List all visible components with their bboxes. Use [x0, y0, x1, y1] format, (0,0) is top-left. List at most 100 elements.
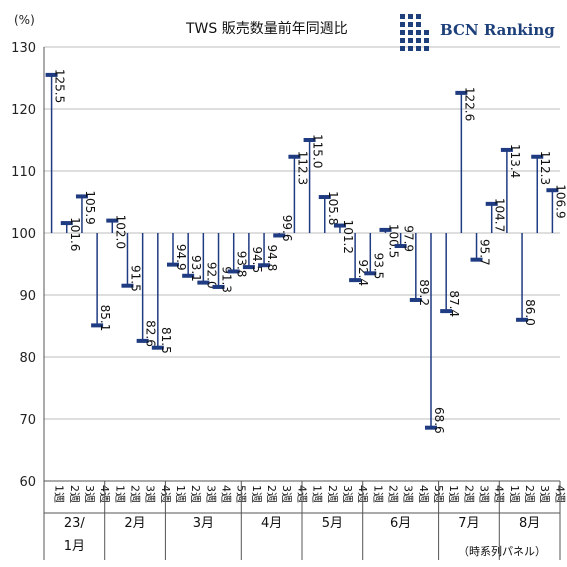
month-label: 7月: [458, 516, 479, 531]
bar-cap: [349, 278, 362, 283]
x-tick-label: 2週: [265, 485, 278, 503]
data-label: 102.0: [113, 215, 127, 249]
data-label: 93.5: [371, 253, 385, 280]
bar-cap: [182, 273, 195, 278]
bar-cap: [288, 154, 301, 159]
month-label: 5月: [322, 516, 343, 531]
x-tick-label: 1週: [53, 485, 66, 503]
x-tick-label: 4週: [417, 485, 430, 503]
bar-cap: [45, 72, 58, 77]
bar-cap: [500, 147, 513, 152]
x-tick-label: 1週: [113, 485, 126, 503]
y-axis-label: (%): [14, 13, 35, 27]
data-label: 86.0: [523, 299, 537, 326]
chart-title: TWS 販売数量前年同週比: [186, 21, 348, 37]
bar-cap: [167, 262, 179, 267]
x-tick-label: 2週: [462, 485, 475, 503]
x-tick-label: 1週: [508, 485, 521, 503]
data-label: 85.1: [98, 305, 112, 332]
bar-cap: [273, 233, 286, 238]
data-label: 93.1: [189, 255, 203, 282]
x-tick-label: 3週: [204, 485, 217, 503]
data-label: 89.2: [417, 279, 431, 306]
data-label: 68.6: [432, 407, 446, 434]
bar-cap: [136, 338, 149, 343]
bar-cap: [425, 425, 437, 430]
bar-cap: [258, 263, 271, 268]
data-label: 93.8: [235, 251, 249, 278]
x-tick-label: 2週: [523, 485, 536, 503]
bar-cap: [75, 194, 88, 199]
x-tick-label: 3週: [341, 485, 354, 503]
bar-cap: [333, 223, 346, 228]
data-label: 112.3: [295, 151, 309, 185]
bar-cap: [516, 317, 529, 322]
x-tick-label: 3週: [83, 485, 96, 503]
x-tick-label: 1週: [447, 485, 460, 503]
y-tick-label: 80: [19, 351, 36, 366]
data-label: 94.5: [250, 246, 264, 273]
x-tick-label: 2週: [386, 485, 399, 503]
bar-cap: [318, 195, 331, 200]
y-tick-label: 70: [19, 413, 36, 428]
x-tick-label: 2週: [326, 485, 339, 503]
data-label: 87.4: [447, 290, 461, 317]
bar-cap: [60, 221, 73, 226]
data-label: 122.6: [462, 87, 476, 121]
data-label: 125.5: [53, 69, 67, 103]
bar-cap: [440, 309, 453, 314]
bar-cap: [455, 90, 468, 95]
y-tick-label: 60: [19, 475, 36, 490]
data-label: 92.0: [204, 262, 218, 289]
x-tick-label: 2週: [68, 485, 81, 503]
bar-cap: [242, 265, 255, 270]
data-label: 106.9: [553, 184, 567, 218]
data-label: 94.8: [265, 245, 279, 272]
x-tick-label: 2週: [128, 485, 141, 503]
data-label: 91.5: [128, 265, 142, 292]
month-label: 6月: [390, 516, 411, 531]
bar-cap: [121, 283, 134, 288]
bar-cap: [151, 345, 164, 350]
panel-note: （時系列パネル）: [458, 545, 546, 558]
bar-cap: [470, 257, 483, 262]
data-label: 94.9: [174, 244, 188, 271]
bar-cap: [379, 227, 392, 232]
x-tick-label: 1週: [311, 485, 324, 503]
data-label: 99.6: [280, 215, 294, 242]
data-label: 105.8: [326, 191, 340, 225]
month-label: 1月: [64, 539, 85, 554]
month-label: 8月: [519, 516, 540, 531]
x-tick-label: 3週: [280, 485, 293, 503]
bar-cap: [106, 218, 119, 223]
data-label: 92.4: [356, 259, 370, 286]
y-tick-label: 90: [19, 289, 36, 304]
bar-cap: [485, 201, 498, 206]
bar-cap: [227, 269, 240, 274]
month-label: 2月: [124, 516, 145, 531]
x-tick-label: 3週: [144, 485, 157, 503]
data-label: 97.9: [402, 225, 416, 252]
logo-text: BCN Ranking: [440, 21, 555, 39]
data-label: 100.5: [386, 224, 400, 258]
data-label: 101.6: [68, 217, 82, 251]
bar-cap: [212, 284, 225, 289]
data-label: 82.6: [144, 320, 158, 347]
x-tick-label: 1週: [250, 485, 263, 503]
data-label: 101.2: [341, 220, 355, 254]
y-tick-label: 100: [11, 227, 36, 242]
bar-cap: [364, 271, 377, 276]
data-label: 113.4: [508, 144, 522, 178]
data-label: 112.3: [538, 151, 552, 185]
bcn-logo-icon: [400, 14, 429, 51]
bar-cap: [303, 138, 316, 142]
x-tick-label: 3週: [538, 485, 551, 503]
x-tick-label: 4週: [220, 485, 233, 503]
bar-cap: [409, 297, 422, 302]
data-label: 115.0: [311, 134, 325, 168]
month-label: 4月: [261, 516, 282, 531]
data-label: 104.7: [493, 198, 507, 232]
month-label: 3月: [193, 516, 214, 531]
data-label: 105.9: [83, 190, 97, 224]
